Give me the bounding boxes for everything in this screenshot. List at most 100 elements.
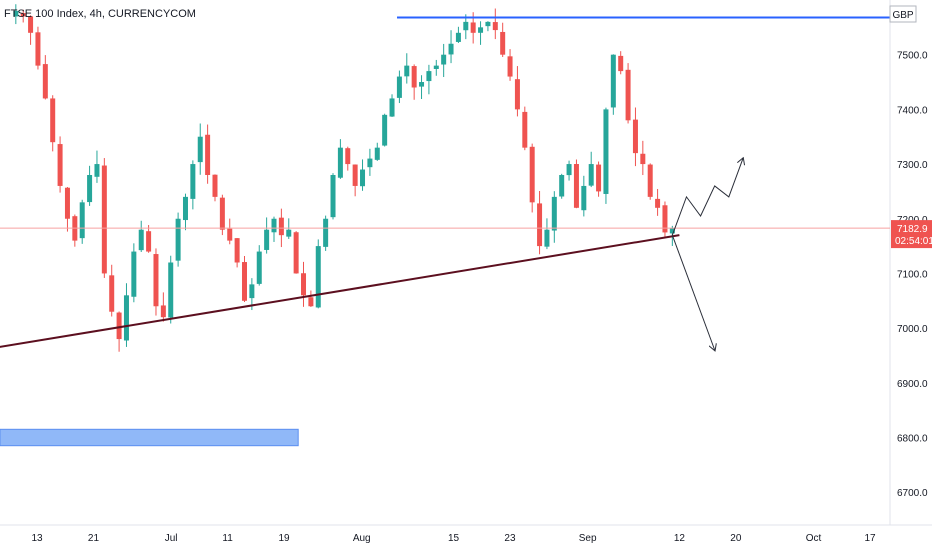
- x-tick-label: 20: [730, 533, 742, 544]
- candle-body: [264, 229, 270, 250]
- y-tick-label: 7500.0: [897, 51, 928, 62]
- x-tick-label: 15: [448, 533, 460, 544]
- bearish-projection-path[interactable]: [671, 234, 714, 350]
- candle-body: [455, 32, 461, 42]
- candle-body: [249, 284, 255, 299]
- candle-body: [345, 148, 351, 165]
- candle-body: [396, 76, 402, 98]
- candle-body: [588, 164, 594, 186]
- candle-body: [138, 229, 144, 251]
- candle-body: [500, 31, 506, 55]
- y-tick-label: 7000.0: [897, 324, 928, 335]
- x-tick-label: Sep: [579, 533, 597, 544]
- candle-body: [212, 174, 218, 197]
- y-tick-label: 6700.0: [897, 488, 928, 499]
- x-tick-label: 23: [504, 533, 516, 544]
- candle-body: [559, 175, 565, 197]
- y-tick-label: 6800.0: [897, 434, 928, 445]
- x-tick-label: 11: [222, 533, 233, 544]
- candle-body: [205, 134, 211, 175]
- candle-body: [573, 164, 579, 208]
- candle-body: [219, 197, 225, 230]
- candle-body: [109, 275, 115, 312]
- candle-body: [190, 164, 196, 199]
- candle-body: [337, 147, 343, 178]
- chart-title: FTSE 100 Index, 4h, CURRENCYCOM: [4, 8, 196, 20]
- candle-body: [581, 185, 587, 211]
- candle-body: [79, 202, 85, 239]
- candle-body: [389, 98, 395, 117]
- y-tick-label: 7400.0: [897, 105, 928, 116]
- candle-body: [256, 251, 262, 284]
- candle-body: [522, 111, 528, 148]
- candle-body: [404, 65, 410, 77]
- candle-body: [352, 164, 358, 186]
- support-trendline[interactable]: [0, 234, 680, 349]
- candle-body: [197, 136, 203, 163]
- candle-body: [478, 27, 484, 33]
- candle-body: [308, 297, 314, 307]
- x-tick-label: Aug: [353, 533, 371, 544]
- candle-body: [360, 169, 366, 187]
- candle-body: [123, 295, 129, 341]
- candle-body: [286, 229, 292, 237]
- candle-body: [655, 198, 661, 208]
- candle-body: [374, 147, 380, 160]
- candle-body: [28, 16, 34, 33]
- candle-body: [463, 21, 469, 31]
- highlight-zone: [0, 428, 299, 447]
- candle-body: [182, 196, 188, 221]
- projection-paths: [671, 159, 743, 350]
- candle-body: [433, 65, 439, 69]
- countdown-label: 02:54:01: [895, 236, 932, 247]
- candle-body: [426, 71, 432, 82]
- candle-body: [529, 146, 535, 203]
- candle-body: [42, 64, 48, 99]
- currency-label: GBP: [892, 10, 913, 21]
- candle-body: [441, 54, 447, 65]
- candle-body: [603, 109, 609, 194]
- candle-body: [419, 82, 425, 87]
- current-price-tag: 7182.902:54:01: [891, 220, 932, 249]
- x-tick-label: 12: [674, 533, 686, 544]
- y-tick-label: 7300.0: [897, 160, 928, 171]
- candle-body: [146, 231, 152, 252]
- candle-body: [271, 218, 277, 233]
- x-tick-label: 17: [864, 533, 876, 544]
- x-tick-label: Jul: [165, 533, 178, 544]
- candle-body: [168, 262, 174, 318]
- candle-body: [382, 114, 388, 146]
- candle-body: [293, 232, 299, 274]
- candle-body: [470, 22, 476, 33]
- candle-body: [537, 203, 543, 247]
- candle-body: [507, 56, 513, 77]
- candle-body: [94, 164, 100, 177]
- candle-body: [227, 228, 233, 241]
- candle-body: [485, 21, 491, 27]
- candle-body: [640, 153, 646, 165]
- current-price-label: 7182.9: [897, 224, 928, 235]
- candle-body: [241, 262, 247, 301]
- candle-body: [647, 164, 653, 197]
- candle-body: [625, 69, 631, 121]
- candle-body: [101, 165, 107, 274]
- bullish-projection-path[interactable]: [671, 159, 743, 236]
- currency-badge[interactable]: GBP: [889, 5, 917, 23]
- candle-body: [662, 205, 668, 233]
- candle-body: [669, 228, 675, 234]
- candle-body: [367, 158, 373, 168]
- candle-body: [35, 32, 41, 66]
- candle-body: [278, 217, 284, 236]
- candle-body: [234, 238, 240, 263]
- candle-body: [330, 175, 336, 218]
- candle-body: [20, 13, 26, 17]
- candle-body: [87, 175, 93, 203]
- x-tick-label: Oct: [806, 533, 822, 544]
- y-tick-label: 7100.0: [897, 269, 928, 280]
- candle-body: [448, 43, 454, 55]
- candle-body: [57, 144, 63, 186]
- candle-body: [153, 254, 159, 307]
- x-tick-label: 21: [88, 533, 100, 544]
